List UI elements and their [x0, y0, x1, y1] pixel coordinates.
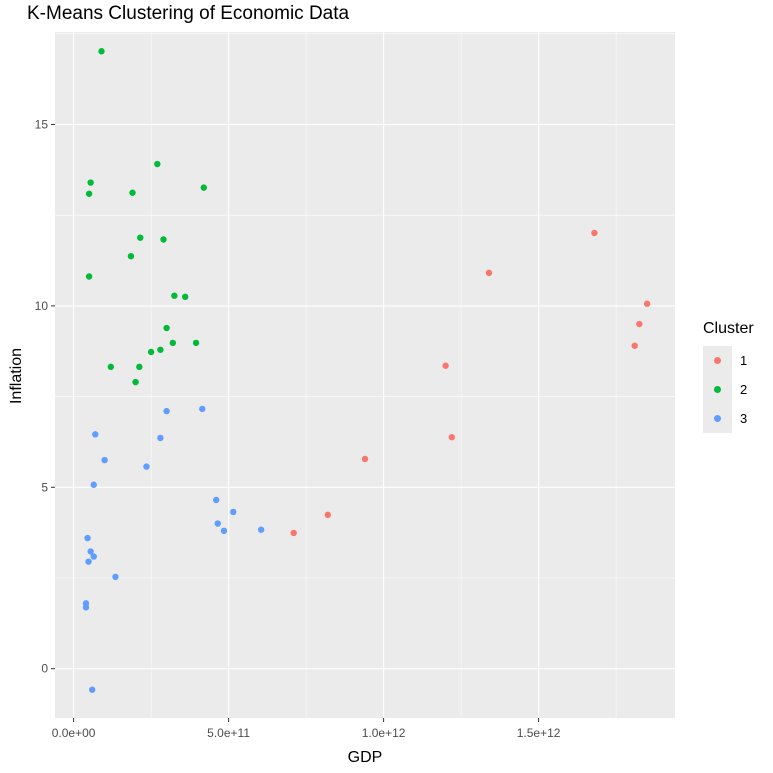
legend-label-1: 1 — [740, 353, 748, 368]
x-tick-label: 5.0e+11 — [207, 726, 250, 740]
cluster-2-point — [157, 346, 164, 353]
x-tick-label: 1.0e+12 — [362, 726, 406, 740]
cluster-3-point — [84, 534, 91, 542]
cluster-2-point — [87, 179, 94, 186]
legend-key-3 — [703, 404, 732, 433]
chart-title: K-Means Clustering of Economic Data — [27, 3, 350, 24]
cluster-1-point — [324, 511, 331, 519]
cluster-2-point — [147, 348, 155, 356]
cluster-1-point — [290, 529, 297, 537]
cluster-3-point — [220, 527, 228, 535]
data-points — [82, 48, 651, 693]
cluster-2-point — [85, 190, 93, 197]
cluster-3-point — [85, 558, 92, 565]
cluster-2-point — [137, 234, 144, 241]
cluster-1-point — [636, 320, 643, 328]
plot-panel — [55, 32, 675, 718]
legend-dot-3 — [714, 415, 721, 422]
x-tick-label: 1.5e+12 — [517, 726, 561, 740]
cluster-1-point — [485, 269, 493, 277]
legend: Cluster 1 2 3 — [703, 320, 773, 433]
cluster-3-point — [92, 431, 99, 438]
y-tick-label: 10 — [35, 299, 49, 313]
cluster-2-point — [160, 236, 167, 243]
legend-dot-1 — [714, 357, 721, 364]
cluster-3-point — [89, 686, 96, 693]
cluster-3-point — [214, 520, 221, 527]
cluster-3-point — [90, 481, 97, 488]
legend-title: Cluster — [703, 320, 754, 337]
cluster-3-point — [112, 573, 119, 581]
y-tick-label: 0 — [41, 662, 48, 676]
cluster-3-point — [82, 604, 90, 611]
legend-item-3: 3 — [703, 404, 773, 433]
cluster-3-point — [143, 463, 150, 470]
cluster-3-point — [213, 496, 220, 504]
legend-item-2: 2 — [703, 375, 773, 404]
cluster-1-point — [643, 300, 651, 307]
x-tick-label: 0.0e+00 — [52, 726, 96, 740]
legend-dot-2 — [714, 386, 721, 393]
cluster-3-point — [87, 548, 94, 555]
legend-key-2 — [703, 375, 732, 404]
y-tick-label: 15 — [35, 118, 49, 132]
legend-label-3: 3 — [740, 411, 748, 426]
cluster-1-point — [591, 229, 598, 237]
y-axis-title: Inflation — [8, 347, 25, 405]
cluster-1-point — [631, 342, 638, 349]
cluster-3-point — [157, 434, 164, 442]
legend-key-1 — [703, 346, 732, 375]
cluster-2-point — [127, 252, 135, 260]
cluster-3-point — [230, 508, 237, 516]
cluster-1-point — [361, 455, 369, 463]
minor-gridlines — [55, 32, 675, 718]
major-gridlines — [55, 32, 675, 718]
cluster-2-point — [129, 189, 136, 196]
y-tick-label: 5 — [41, 480, 48, 494]
cluster-2-point — [171, 292, 178, 299]
cluster-2-point — [163, 324, 170, 332]
cluster-2-point — [192, 339, 200, 347]
axis-ticks: 0.0e+00 5.0e+11 1.0e+12 1.5e+12 0 5 10 15 — [35, 118, 561, 740]
cluster-3-point — [163, 407, 170, 415]
cluster-3-point — [90, 553, 97, 560]
cluster-1-point — [448, 434, 455, 441]
cluster-2-point — [85, 273, 93, 280]
cluster-2-point — [107, 363, 115, 371]
cluster-3-point — [199, 405, 206, 413]
legend-item-1: 1 — [703, 346, 773, 375]
cluster-1-point — [442, 362, 449, 369]
legend-label-2: 2 — [740, 382, 748, 397]
cluster-2-point — [200, 184, 207, 191]
x-axis-title: GDP — [347, 749, 383, 766]
cluster-2-point — [98, 48, 105, 55]
cluster-2-point — [132, 378, 139, 386]
cluster-3-point — [101, 456, 108, 464]
cluster-3-point — [257, 526, 265, 533]
cluster-2-point — [182, 293, 189, 301]
cluster-2-point — [154, 160, 161, 168]
cluster-2-point — [136, 363, 143, 371]
cluster-2-point — [169, 339, 176, 347]
